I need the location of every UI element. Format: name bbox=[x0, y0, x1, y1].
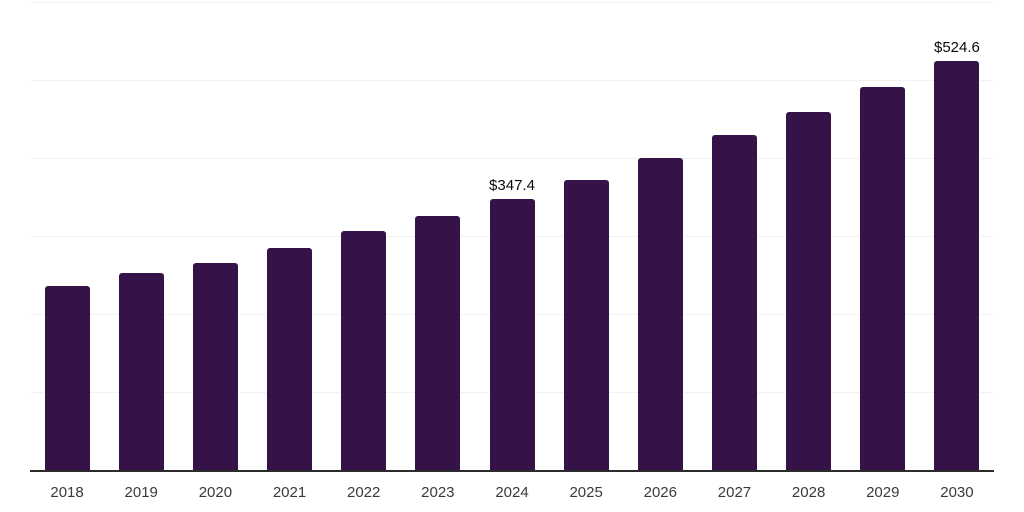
x-tick-label-2024: 2024 bbox=[495, 484, 529, 501]
x-tick-label-2019: 2019 bbox=[124, 484, 158, 501]
bar-2030 bbox=[934, 60, 980, 470]
bar-2023 bbox=[415, 216, 461, 470]
bar-2029 bbox=[860, 87, 906, 470]
bar-2018 bbox=[44, 285, 90, 470]
x-tick-label-2025: 2025 bbox=[569, 484, 603, 501]
x-tick-label-2026: 2026 bbox=[643, 484, 677, 501]
gridline-600 bbox=[30, 2, 994, 3]
x-tick-label-2029: 2029 bbox=[866, 484, 900, 501]
bar-2026 bbox=[637, 158, 683, 470]
bar-2019 bbox=[118, 272, 164, 470]
x-tick-label-2022: 2022 bbox=[347, 484, 381, 501]
data-label-2030: $524.6 bbox=[933, 38, 980, 56]
plot-area bbox=[30, 2, 994, 472]
bar-2022 bbox=[341, 231, 387, 470]
x-tick-label-2020: 2020 bbox=[198, 484, 233, 501]
gridline-400 bbox=[30, 158, 994, 159]
x-tick-label-2027: 2027 bbox=[717, 484, 752, 501]
bar-2025 bbox=[563, 179, 609, 470]
x-axis-line bbox=[30, 470, 994, 472]
bar-2027 bbox=[711, 135, 757, 470]
bar-2020 bbox=[192, 262, 238, 470]
bar-2024 bbox=[489, 199, 535, 470]
bar-2021 bbox=[267, 247, 313, 470]
data-label-2024: $347.4 bbox=[489, 177, 535, 195]
x-tick-label-2030: 2030 bbox=[940, 484, 974, 501]
gridline-500 bbox=[30, 80, 994, 81]
x-tick-label-2021: 2021 bbox=[272, 484, 307, 501]
x-tick-label-2023: 2023 bbox=[421, 484, 455, 501]
x-tick-label-2018: 2018 bbox=[50, 484, 84, 501]
x-tick-label-2028: 2028 bbox=[791, 484, 826, 501]
bar-2028 bbox=[786, 112, 832, 470]
